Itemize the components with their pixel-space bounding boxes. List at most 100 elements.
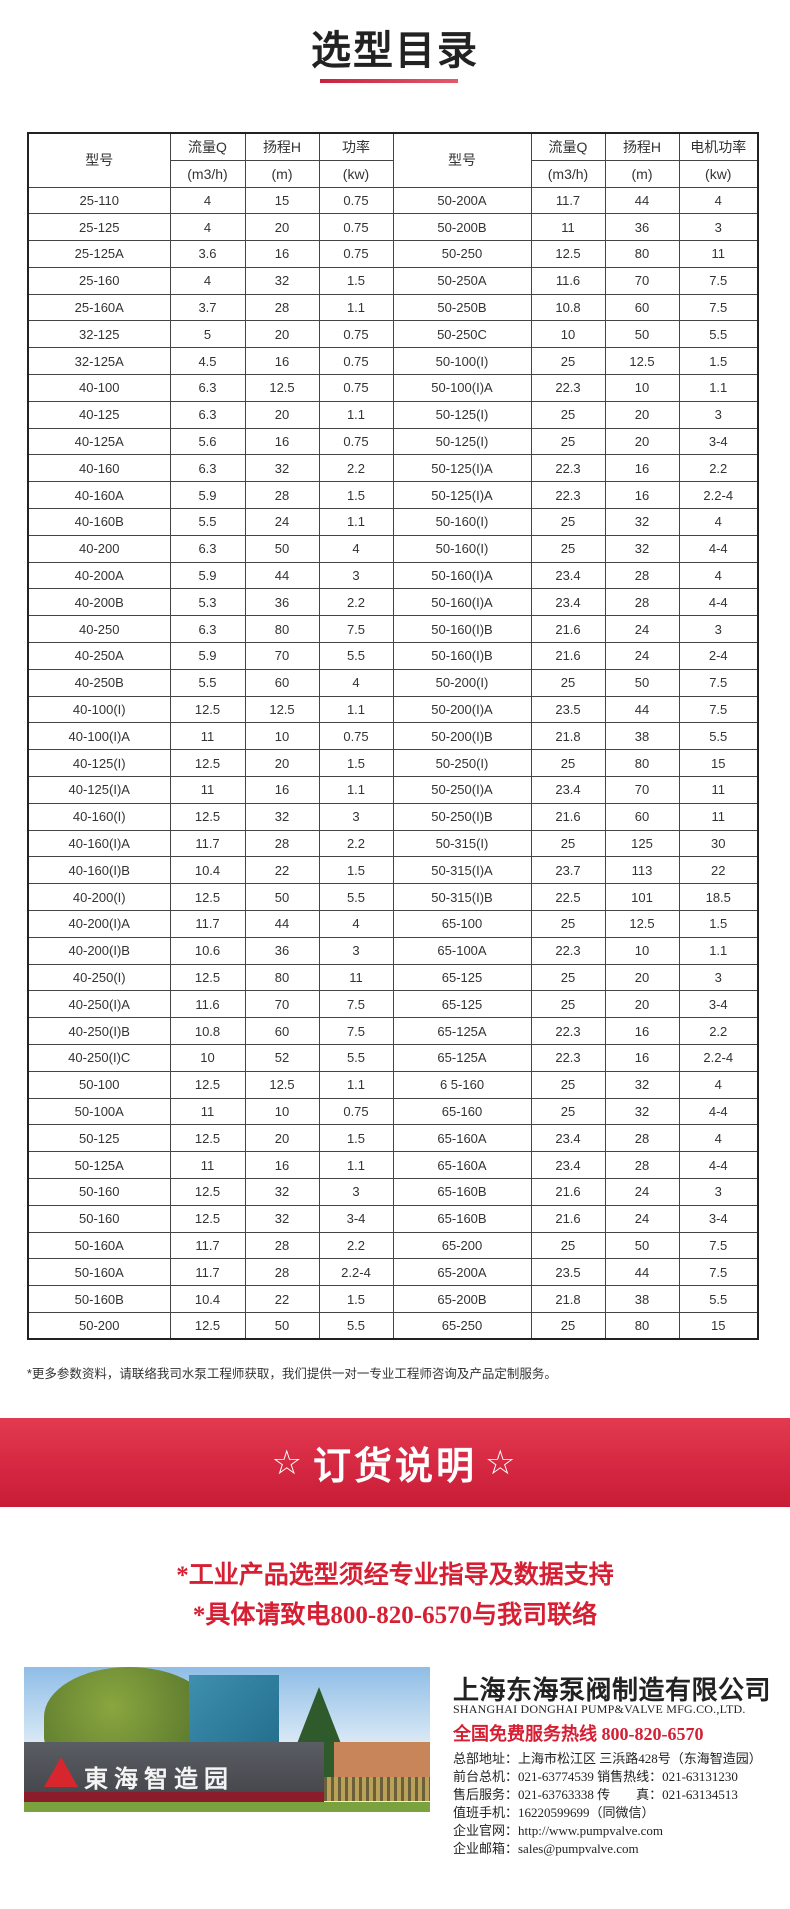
table-cell: 10.4 [169, 1285, 246, 1313]
table-cell: 50-250B [392, 293, 532, 322]
table-cell: 1.5 [318, 481, 394, 510]
table-row: 50-160 12.5 32 3-4 65-160B 21.6 24 3-4 [27, 1204, 759, 1233]
table-cell: 101 [604, 883, 680, 912]
table-cell: 12.5 [169, 963, 246, 992]
table-row: 40-160B 5.5 24 1.1 50-160(I) 25 32 4 [27, 508, 759, 536]
table-cell: 11.6 [530, 266, 606, 295]
table-cell: 38 [604, 722, 680, 751]
table-cell: 7.5 [318, 615, 394, 644]
table-cell: 4-4 [678, 588, 759, 617]
table-cell: 40-160(I) [27, 802, 171, 831]
table-cell: 32 [604, 508, 680, 536]
table-cell: 40-125 [27, 400, 171, 429]
table-cell: 16 [244, 240, 320, 268]
table-row: 40-125(I)A 11 16 1.1 50-250(I)A 23.4 70 11 [27, 776, 759, 804]
table-row: 50-160 12.5 32 3 65-160B 21.6 24 3 [27, 1177, 759, 1206]
table-cell: 40-100 [27, 374, 171, 402]
table-cell: 12.5 [244, 1070, 320, 1099]
table-cell: 60 [604, 802, 680, 831]
table-cell: 50-125(I)A [392, 454, 532, 483]
table-cell: 23.7 [530, 856, 606, 885]
table-cell: 50-250(I)B [392, 802, 532, 831]
contact-mobile: 值班手机：16220599699（同微信） [453, 1805, 655, 1820]
table-cell: 11 [169, 722, 246, 751]
table-cell: 23.4 [530, 561, 606, 590]
table-row: 40-160(I)B 10.4 22 1.5 50-315(I)A 23.7 113 22 [27, 856, 759, 885]
contact-email[interactable]: 企业邮箱：sales@pumpvalve.com [453, 1841, 639, 1856]
table-row: 50-160A 11.7 28 2.2-4 65-200A 23.5 44 7.5 [27, 1258, 759, 1287]
table-cell: 25 [530, 427, 606, 456]
table-row: 40-160(I) 12.5 32 3 50-250(I)B 21.6 60 11 [27, 802, 759, 831]
header-unit-row: (m3/h) (m) (kw) (m3/h) (m) (kw) [28, 159, 759, 188]
table-cell: 32 [244, 266, 320, 295]
table-cell: 3-4 [678, 990, 759, 1019]
table-cell: 22.3 [530, 481, 606, 510]
table-cell: 21.8 [530, 1285, 606, 1313]
table-cell: 40-250 [27, 615, 171, 644]
table-cell: 4-4 [678, 534, 759, 563]
table-cell: 3 [318, 1177, 394, 1206]
table-cell: 1.1 [678, 374, 759, 402]
table-cell: 10 [604, 936, 680, 965]
table-cell: 52 [244, 1044, 320, 1072]
table-cell: 2-4 [678, 642, 759, 670]
table-row: 50-125 12.5 20 1.5 65-160A 23.4 28 4 [27, 1124, 759, 1153]
table-cell: 32 [604, 1097, 680, 1126]
table-cell: 11.7 [530, 186, 606, 215]
table-cell: 12.5 [169, 695, 246, 724]
table-cell: 3-4 [318, 1204, 394, 1233]
table-cell: 50-315(I) [392, 829, 532, 858]
table-row: 40-100(I)A 11 10 0.75 50-200(I)B 21.8 38 5.5 [27, 722, 759, 751]
table-cell: 20 [604, 963, 680, 992]
table-row: 40-200A 5.9 44 3 50-160(I)A 23.4 28 4 [27, 561, 759, 590]
table-cell: 0.75 [318, 213, 394, 242]
header-model: 型号 [27, 132, 171, 188]
table-cell: 50-160(I) [392, 534, 532, 563]
table-cell: 16 [244, 347, 320, 376]
table-row: 40-200(I)B 10.6 36 3 65-100A 22.3 10 1.1 [27, 936, 759, 965]
table-cell: 1.5 [318, 1285, 394, 1313]
table-cell: 50-315(I)A [392, 856, 532, 885]
table-cell: 4 [318, 668, 394, 697]
table-row: 40-250(I) 12.5 80 11 65-125 25 20 3 [27, 963, 759, 992]
table-cell: 50-160(I)B [392, 615, 532, 644]
table-cell: 2.2 [318, 588, 394, 617]
table-cell: 25-110 [27, 186, 171, 215]
table-cell: 6.3 [169, 534, 246, 563]
table-cell: 65-250 [392, 1311, 532, 1340]
table-cell: 3 [678, 213, 759, 242]
contact-website[interactable]: 企业官网：http://www.pumpvalve.com [453, 1823, 664, 1838]
table-cell: 6.3 [169, 454, 246, 483]
table-cell: 1.1 [318, 1070, 394, 1099]
table-cell: 16 [604, 1017, 680, 1045]
table-cell: 20 [244, 749, 320, 778]
table-cell: 0.75 [318, 374, 394, 402]
table-cell: 3 [318, 936, 394, 965]
table-row: 50-160A 11.7 28 2.2 65-200 25 50 7.5 [27, 1231, 759, 1260]
table-cell: 65-160 [392, 1097, 532, 1126]
table-cell: 40-200B [27, 588, 171, 617]
table-cell: 10.8 [530, 293, 606, 322]
table-row: 40-250 6.3 80 7.5 50-160(I)B 21.6 24 3 [27, 615, 759, 644]
table-cell: 22 [678, 856, 759, 885]
table-cell: 50-160(I)A [392, 561, 532, 590]
table-cell: 6 5-160 [392, 1070, 532, 1099]
table-cell: 12.5 [169, 883, 246, 912]
table-cell: 11.7 [169, 1231, 246, 1260]
table-cell: 32 [244, 802, 320, 831]
table-cell: 28 [244, 829, 320, 858]
table-cell: 70 [604, 776, 680, 804]
table-cell: 40-125(I)A [27, 776, 171, 804]
table-cell: 5.6 [169, 427, 246, 456]
table-cell: 12.5 [604, 347, 680, 376]
table-cell: 50-160A [27, 1231, 171, 1260]
table-cell: 11.7 [169, 1258, 246, 1287]
table-cell: 11.7 [169, 910, 246, 938]
table-cell: 0.75 [318, 320, 394, 349]
table-cell: 20 [604, 427, 680, 456]
table-cell: 40-250(I)B [27, 1017, 171, 1045]
table-cell: 10.4 [169, 856, 246, 885]
table-cell: 7.5 [318, 990, 394, 1019]
table-cell: 65-125A [392, 1044, 532, 1072]
table-cell: 1.1 [318, 695, 394, 724]
